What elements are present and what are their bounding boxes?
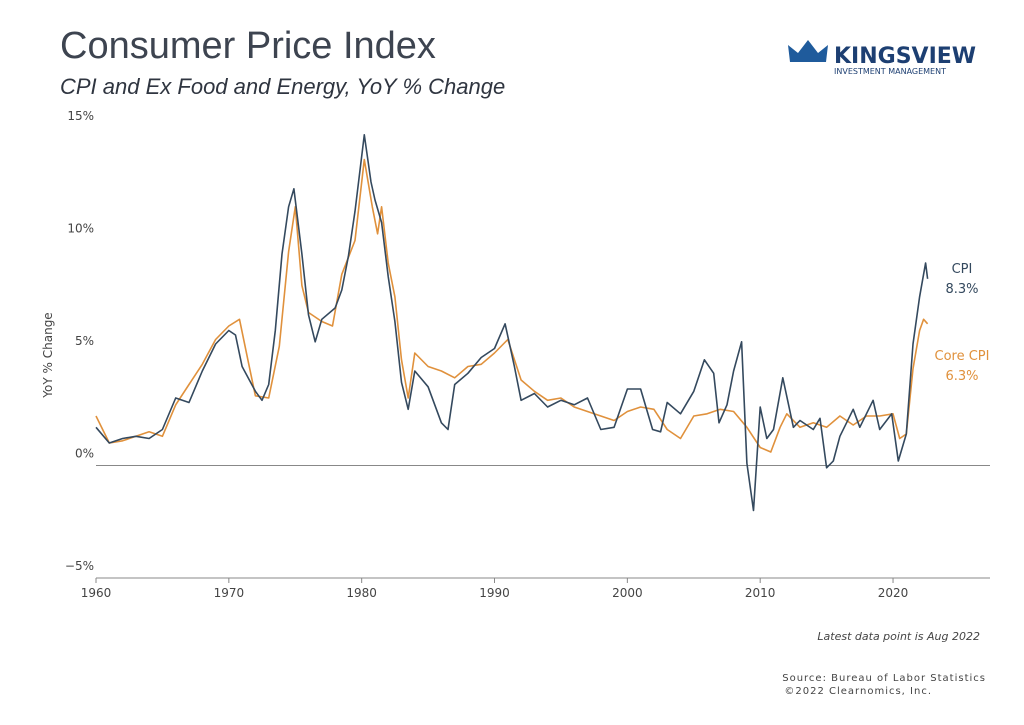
x-tick-label: 2000: [612, 586, 643, 600]
logo-icon: [788, 40, 828, 62]
logo: KINGSVIEW INVESTMENT MANAGEMENT: [788, 40, 976, 76]
y-tick-label: 0%: [75, 447, 94, 461]
x-tick-label: 1970: [214, 586, 245, 600]
y-tick-label: −5%: [65, 559, 94, 573]
note: Latest data point is Aug 2022: [817, 630, 980, 643]
logo-tagline: INVESTMENT MANAGEMENT: [834, 67, 946, 76]
y-tick-label: 10%: [67, 222, 94, 236]
series-line: [95, 158, 929, 453]
series-label: CPI: [952, 262, 973, 277]
y-tick-label: 15%: [67, 109, 94, 123]
chart-title: Consumer Price Index: [60, 25, 436, 67]
y-axis-label: YoY % Change: [41, 312, 55, 398]
chart-subtitle: CPI and Ex Food and Energy, YoY % Change: [60, 74, 505, 99]
series-line: [95, 134, 929, 512]
series-label: Core CPI: [935, 349, 990, 364]
y-tick-label: 5%: [75, 334, 94, 348]
x-tick-label: 2010: [745, 586, 776, 600]
copyright: ©2022 Clearnomics, Inc.: [784, 686, 932, 697]
x-tick-label: 1960: [81, 586, 112, 600]
x-tick-label: 2020: [878, 586, 909, 600]
end-value-label: 8.3%: [945, 282, 978, 297]
logo-name: KINGSVIEW: [834, 44, 976, 69]
end-value-label: 6.3%: [945, 369, 978, 384]
x-tick-label: 1990: [479, 586, 510, 600]
source: Source: Bureau of Labor Statistics: [782, 673, 986, 684]
x-tick-label: 1980: [346, 586, 377, 600]
